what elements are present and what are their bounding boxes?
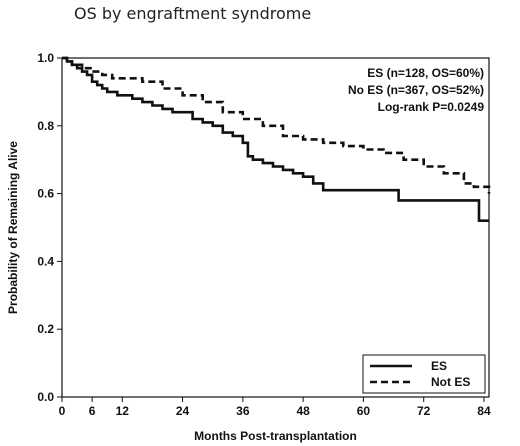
x-tick-label-36: 36 <box>236 404 250 418</box>
chart-title: OS by engraftment syndrome <box>74 4 312 23</box>
annotation-log-rank: Log-rank P=0.0249 <box>378 100 485 114</box>
x-axis: 0 6 12 24 36 48 60 72 84 <box>59 397 491 418</box>
legend-label-es: ES <box>431 359 447 373</box>
x-tick-label-60: 60 <box>357 404 371 418</box>
series-line-not-es <box>62 56 491 194</box>
x-tick-label-12: 12 <box>116 404 130 418</box>
legend: ES Not ES <box>362 354 486 394</box>
x-tick-label-72: 72 <box>417 404 431 418</box>
y-tick-label-1.0: 1.0 <box>37 51 54 65</box>
x-axis-label: Months Post-transplantation <box>194 429 357 443</box>
y-tick-label-0.4: 0.4 <box>37 254 54 268</box>
annotation-no-es: No ES (n=367, OS=52%) <box>348 83 484 97</box>
x-tick-label-48: 48 <box>296 404 310 418</box>
y-tick-label-0.8: 0.8 <box>37 119 54 133</box>
y-axis: 0.0 0.2 0.4 0.6 0.8 1.0 <box>37 51 62 404</box>
legend-box <box>362 354 486 394</box>
survival-curves <box>62 56 491 222</box>
x-tick-label-84: 84 <box>477 404 491 418</box>
y-tick-label-0.6: 0.6 <box>37 187 54 201</box>
x-tick-label-24: 24 <box>176 404 190 418</box>
y-axis-label: Probability of Remaining Alive <box>6 141 20 314</box>
legend-label-not-es: Not ES <box>431 375 470 389</box>
x-tick-label-0: 0 <box>59 404 66 418</box>
plot-frame <box>61 57 490 398</box>
y-tick-label-0.2: 0.2 <box>37 322 54 336</box>
y-tick-label-0.0: 0.0 <box>37 390 54 404</box>
x-tick-label-6: 6 <box>89 404 96 418</box>
annotation-es: ES (n=128, OS=60%) <box>367 66 484 80</box>
series-line-es <box>62 56 489 222</box>
